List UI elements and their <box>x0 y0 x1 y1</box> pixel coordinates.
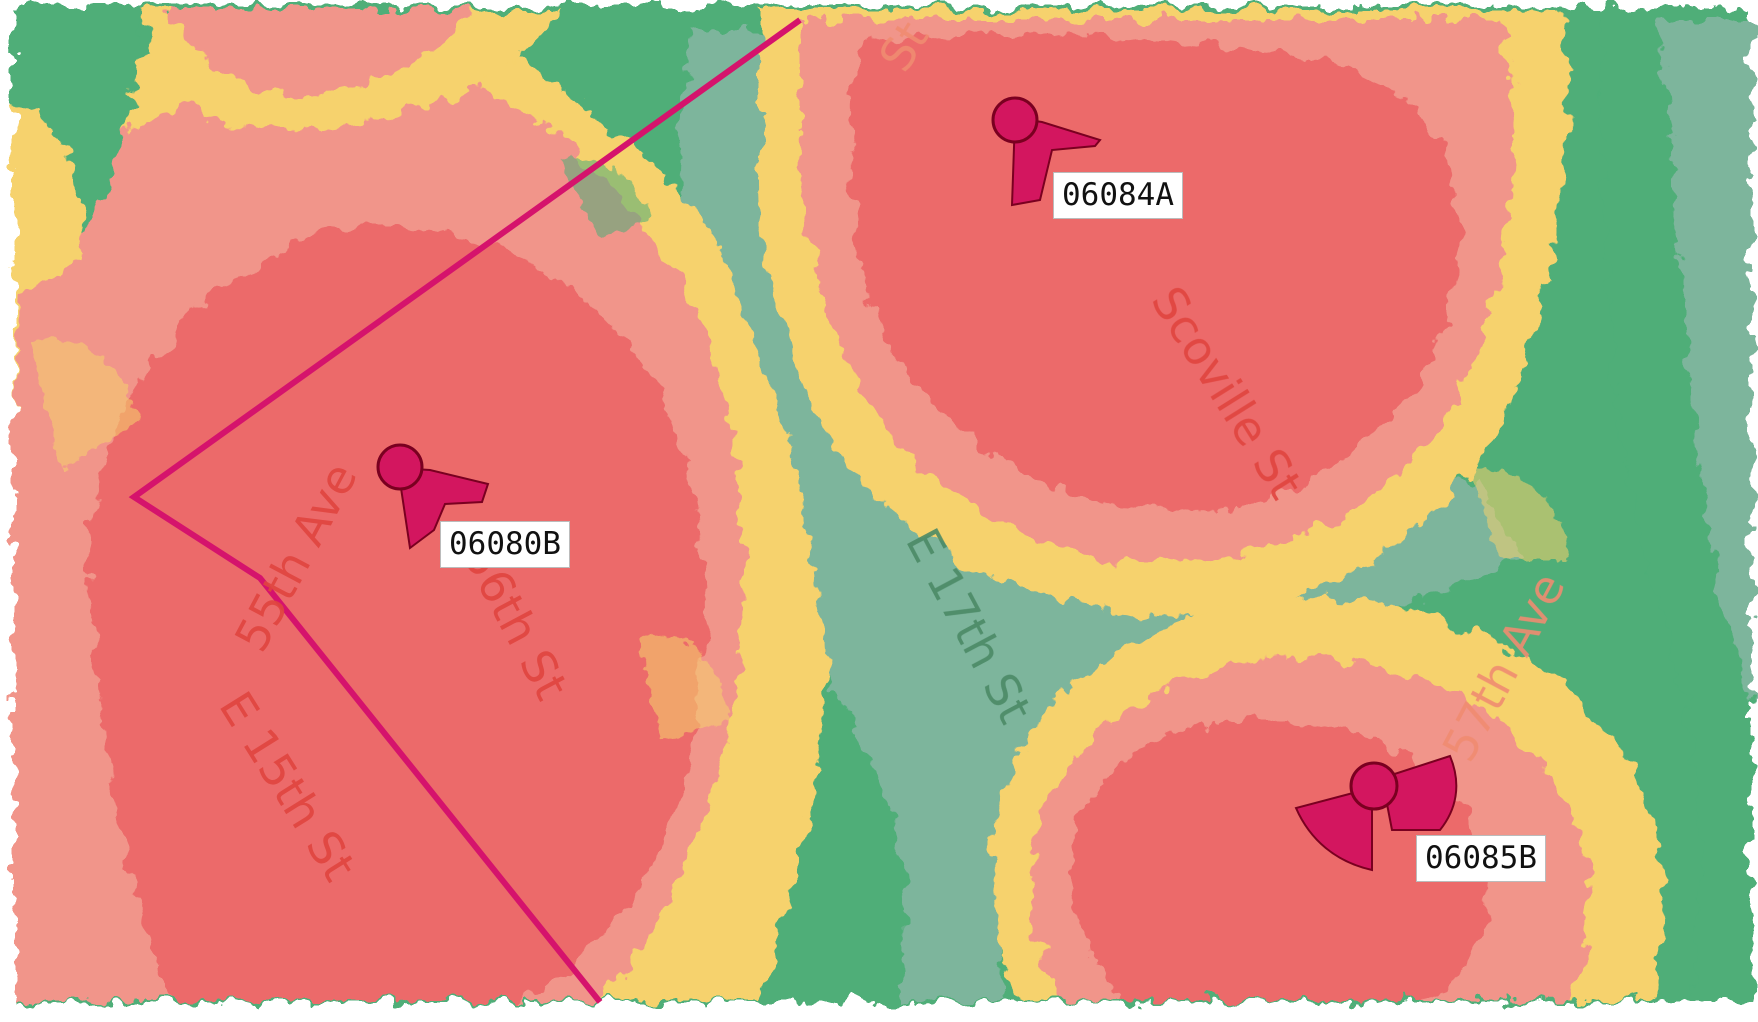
coverage-boundary-line <box>128 17 802 1004</box>
site-06080B[interactable] <box>376 443 490 550</box>
site-pin-icon <box>1349 761 1399 811</box>
site-label-06084A[interactable]: 06084A <box>1053 172 1183 220</box>
sector-antenna-icon <box>1010 116 1102 207</box>
sector-antenna-icon <box>1294 786 1373 872</box>
site-06085B[interactable] <box>1294 754 1458 872</box>
sector-antenna-icon <box>396 466 490 550</box>
site-label-06080B[interactable]: 06080B <box>440 521 570 569</box>
site-pin-icon <box>991 96 1039 144</box>
site-label-06085B[interactable]: 06085B <box>1416 835 1546 883</box>
site-06084A[interactable] <box>991 96 1102 207</box>
coverage-speckle <box>30 158 1570 740</box>
site-pin-icon <box>376 443 424 491</box>
sector-antenna-icon <box>1380 754 1458 831</box>
